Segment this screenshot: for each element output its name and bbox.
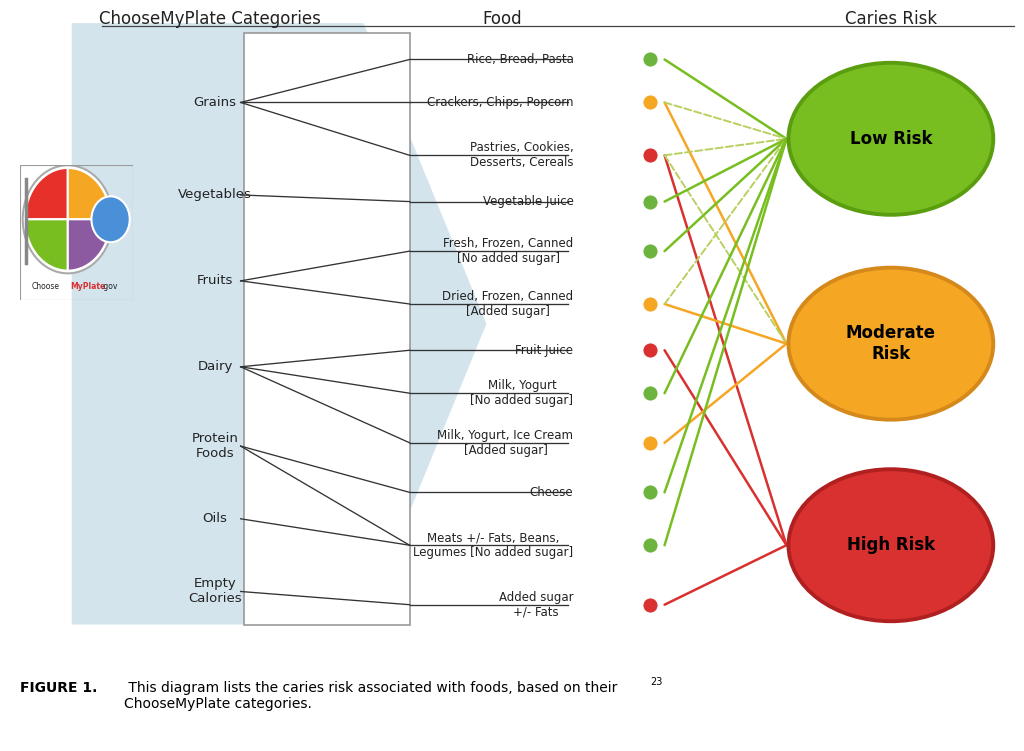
Text: 23: 23 [650,677,663,686]
Circle shape [23,165,113,273]
Text: Milk, Yogurt, Ice Cream
[Added sugar]: Milk, Yogurt, Ice Cream [Added sugar] [437,429,573,457]
Text: Vegetable Juice: Vegetable Juice [482,195,573,208]
Text: Added sugar
+/- Fats: Added sugar +/- Fats [499,591,573,619]
Text: Milk, Yogurt
[No added sugar]: Milk, Yogurt [No added sugar] [470,379,573,407]
Text: Protein
Foods: Protein Foods [191,432,239,460]
Text: MyPlate: MyPlate [70,282,105,291]
Text: ChooseMyPlate Categories: ChooseMyPlate Categories [99,10,321,28]
Text: Pastries, Cookies,
Desserts, Cereals: Pastries, Cookies, Desserts, Cereals [470,141,573,169]
Text: Crackers, Chips, Popcorn: Crackers, Chips, Popcorn [427,96,573,109]
Text: FIGURE 1.: FIGURE 1. [20,680,98,695]
Text: Caries Risk: Caries Risk [845,10,937,28]
Text: Grains: Grains [194,96,237,109]
FancyBboxPatch shape [244,33,410,625]
Ellipse shape [788,469,993,621]
Text: Fruit Juice: Fruit Juice [515,344,573,357]
Text: Dairy: Dairy [198,360,232,373]
Text: Choose: Choose [32,282,59,291]
Ellipse shape [788,267,993,420]
Ellipse shape [788,63,993,215]
Text: High Risk: High Risk [847,536,935,554]
Text: Food: Food [482,10,521,28]
Text: Low Risk: Low Risk [850,130,932,148]
Text: Empty
Calories: Empty Calories [188,578,242,605]
Wedge shape [25,219,68,270]
Text: Oils: Oils [203,512,227,525]
Text: Meats +/- Fats, Beans,
Legumes [No added sugar]: Meats +/- Fats, Beans, Legumes [No added… [414,531,573,559]
Text: This diagram lists the caries risk associated with foods, based on their
ChooseM: This diagram lists the caries risk assoc… [124,680,617,711]
Circle shape [91,196,130,243]
Text: .gov: .gov [101,282,118,291]
Text: Fruits: Fruits [197,274,233,288]
Text: Fresh, Frozen, Canned
[No added sugar]: Fresh, Frozen, Canned [No added sugar] [443,237,573,265]
Wedge shape [68,168,111,219]
Wedge shape [25,168,68,219]
Text: Dried, Frozen, Canned
[Added sugar]: Dried, Frozen, Canned [Added sugar] [442,290,573,318]
Polygon shape [72,23,486,625]
Text: Cheese: Cheese [529,486,573,499]
Text: Rice, Bread, Pasta: Rice, Bread, Pasta [467,53,573,66]
Text: Moderate
Risk: Moderate Risk [846,324,936,363]
Wedge shape [68,219,111,270]
Text: Vegetables: Vegetables [178,189,252,201]
